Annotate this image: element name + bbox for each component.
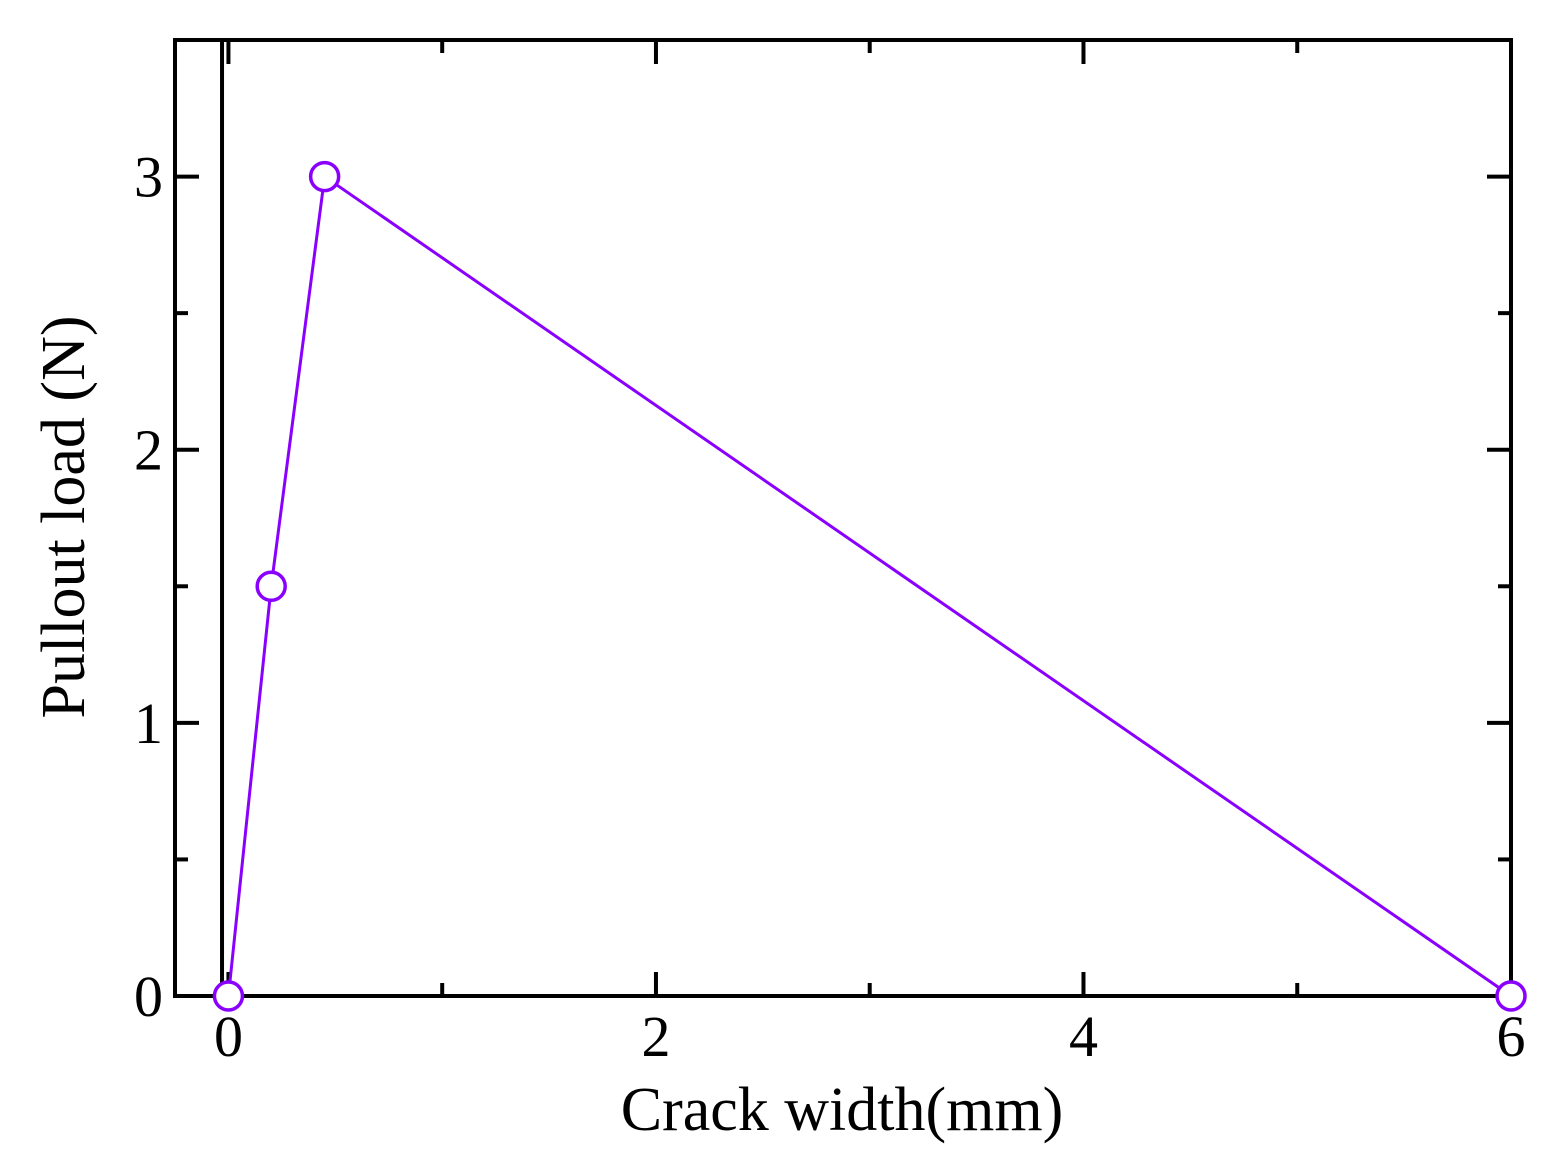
data-point-marker bbox=[308, 160, 341, 193]
x-tick-label: 0 bbox=[214, 1004, 243, 1069]
data-point-marker bbox=[255, 570, 287, 603]
x-tick-label: 2 bbox=[641, 1004, 670, 1069]
x-tick-label: 4 bbox=[1069, 1004, 1098, 1069]
x-tick-label: 6 bbox=[1497, 1004, 1526, 1069]
data-point-marker bbox=[212, 980, 245, 1012]
data-point-marker bbox=[1495, 980, 1527, 1012]
y-axis-title: Pullout load (N) bbox=[30, 316, 98, 719]
series-line bbox=[226, 173, 1512, 998]
axes-layer: 0 2 4 6 0 1 2 3 bbox=[134, 38, 1526, 1069]
plot-frame bbox=[173, 38, 1513, 998]
x-axis-title: Crack width(mm) bbox=[621, 1076, 1064, 1144]
y-tick-label: 1 bbox=[134, 691, 163, 756]
y-tick-label: 0 bbox=[134, 964, 163, 1029]
y-tick-label: 2 bbox=[134, 418, 163, 483]
series-layer bbox=[212, 160, 1527, 1012]
y-tick-label: 3 bbox=[134, 145, 163, 210]
labels-layer: Crack width(mm) Pullout load (N) bbox=[30, 316, 1063, 1144]
